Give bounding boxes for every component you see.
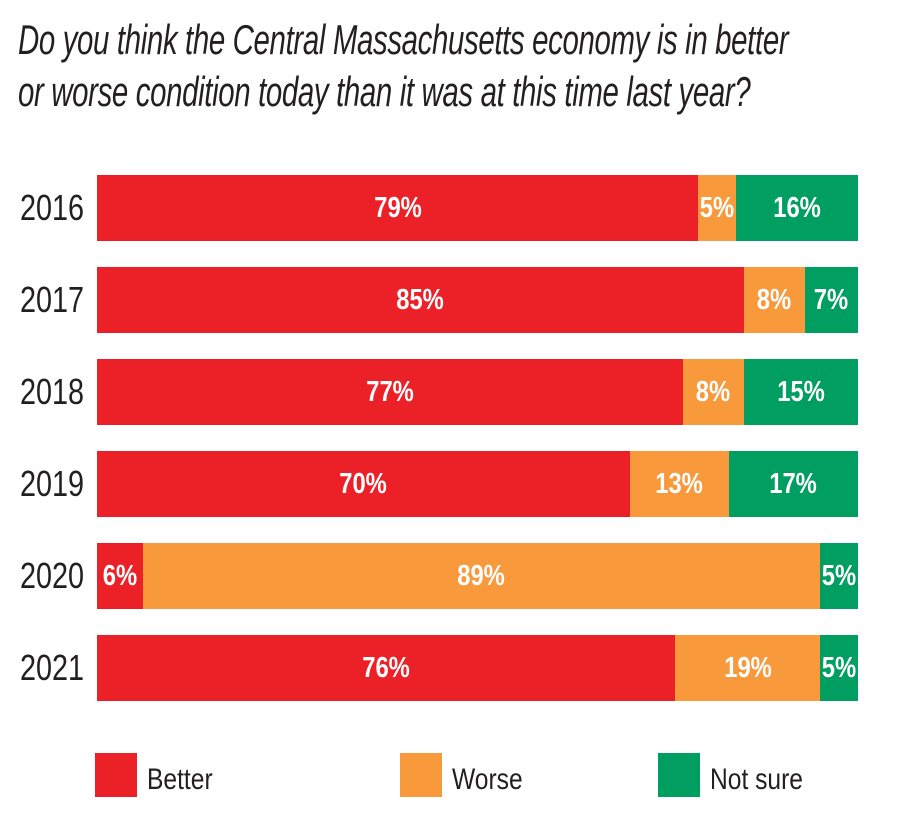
year-label: 2021	[20, 647, 85, 688]
segment-value-label: 13%	[655, 467, 703, 500]
bar-segment-worse: 19%	[675, 635, 820, 701]
bar-segment-not_sure: 17%	[728, 451, 858, 517]
bar-segment-worse: 89%	[142, 543, 820, 609]
segment-value-label: 16%	[773, 191, 821, 224]
bar-rows: 2016 79% 5% 16% 2017 85% 8% 7% 2018 77% 8% 15% 2019 7…	[0, 175, 858, 701]
bar-track: 76% 19% 5%	[97, 635, 858, 701]
segment-value-label: 8%	[757, 283, 792, 316]
bar-segment-not_sure: 7%	[804, 267, 858, 333]
bar-track: 85% 8% 7%	[97, 267, 858, 333]
chart-legend: Better Worse Not sure	[0, 753, 900, 813]
bar-segment-better: 79%	[97, 175, 699, 241]
chart-title-line-2: or worse condition today than it was at …	[18, 68, 751, 115]
year-label: 2020	[20, 555, 85, 596]
segment-value-label: 5%	[700, 191, 735, 224]
segment-value-label: 89%	[457, 559, 506, 592]
bar-track: 77% 8% 15%	[97, 359, 858, 425]
bar-track: 70% 13% 17%	[97, 451, 858, 517]
bar-row-2019: 2019 70% 13% 17%	[0, 451, 858, 517]
segment-value-label: 6%	[102, 559, 138, 592]
segment-value-label: 7%	[814, 283, 849, 316]
bar-segment-worse: 8%	[743, 267, 805, 333]
segment-value-label: 5%	[821, 651, 857, 684]
legend-label-not_sure: Not sure	[710, 762, 803, 796]
year-label: 2016	[20, 187, 85, 228]
bar-segment-better: 76%	[97, 635, 676, 701]
bar-track: 79% 5% 16%	[97, 175, 858, 241]
bar-row-2017: 2017 85% 8% 7%	[0, 267, 858, 333]
legend-label-worse: Worse	[452, 762, 523, 796]
legend-label-better: Better	[147, 762, 213, 796]
year-label: 2019	[20, 463, 85, 504]
bar-segment-better: 85%	[97, 267, 744, 333]
bar-segment-not_sure: 16%	[736, 175, 858, 241]
chart-title-line-1: Do you think the Central Massachusetts e…	[18, 16, 789, 63]
bar-segment-not_sure: 5%	[819, 635, 858, 701]
bar-row-2016: 2016 79% 5% 16%	[0, 175, 858, 241]
segment-value-label: 17%	[769, 467, 818, 500]
bar-segment-not_sure: 5%	[819, 543, 858, 609]
bar-row-2020: 2020 6% 89% 5%	[0, 543, 858, 609]
year-label: 2017	[20, 279, 85, 320]
segment-value-label: 8%	[696, 375, 731, 408]
segment-value-label: 70%	[339, 467, 388, 500]
bar-row-2018: 2018 77% 8% 15%	[0, 359, 858, 425]
bar-segment-better: 70%	[97, 451, 630, 517]
legend-swatch-better	[95, 753, 137, 797]
bar-track: 6% 89% 5%	[97, 543, 858, 609]
year-label: 2018	[20, 371, 85, 412]
segment-value-label: 15%	[777, 375, 825, 408]
bar-segment-better: 6%	[97, 543, 143, 609]
segment-value-label: 79%	[373, 191, 422, 224]
bar-segment-worse: 13%	[629, 451, 729, 517]
segment-value-label: 76%	[362, 651, 410, 684]
legend-swatch-not_sure	[658, 753, 700, 797]
legend-swatch-worse	[400, 753, 442, 797]
bar-row-2021: 2021 76% 19% 5%	[0, 635, 858, 701]
legend-item-not_sure: Not sure	[658, 753, 823, 797]
bar-segment-worse: 5%	[698, 175, 737, 241]
segment-value-label: 85%	[396, 283, 445, 316]
bar-segment-better: 77%	[97, 359, 683, 425]
segment-value-label: 77%	[366, 375, 414, 408]
chart-title: Do you think the Central Massachusetts e…	[18, 14, 898, 118]
segment-value-label: 19%	[723, 651, 772, 684]
bar-segment-not_sure: 15%	[743, 359, 858, 425]
segment-value-label: 5%	[821, 559, 857, 592]
bar-segment-worse: 8%	[682, 359, 744, 425]
legend-item-better: Better	[95, 753, 227, 797]
legend-item-worse: Worse	[400, 753, 538, 797]
